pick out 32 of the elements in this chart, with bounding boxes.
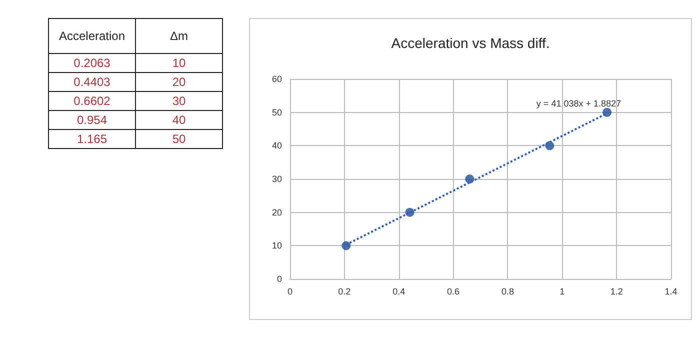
text: 1.165 <box>48 130 136 148</box>
x-tick-label: 0.8 <box>501 286 514 296</box>
text: 0.954 <box>48 110 136 130</box>
text: Acceleration <box>48 18 136 54</box>
y-tick-label: 0 <box>276 274 282 284</box>
x-tick-label: 1 <box>560 286 565 296</box>
x-tick-label: 0 <box>287 286 293 296</box>
chart-title: Acceleration vs Mass diff. <box>391 35 550 51</box>
text: 0.6602 <box>48 92 136 110</box>
point <box>342 241 351 250</box>
y-tick-label: 50 <box>272 107 282 118</box>
x-tick-label: 0.6 <box>447 286 460 296</box>
y-tick-label: 20 <box>272 207 282 218</box>
y-tick-label: 30 <box>272 174 282 184</box>
x-tick-label: 0.4 <box>392 286 406 296</box>
text: Δm <box>136 18 222 54</box>
text: 0.4403 <box>48 72 136 92</box>
text: 10 <box>136 54 222 72</box>
annotation: y = 41.038x + 1.8827 <box>536 98 622 108</box>
text: 50 <box>136 130 222 148</box>
point <box>465 174 474 184</box>
y-tick-label: 10 <box>272 240 282 251</box>
text: 0.2063 <box>48 54 136 72</box>
y-tick-label: 40 <box>272 140 282 151</box>
x-tick-label: 1.4 <box>664 286 678 296</box>
y-tick-label: 60 <box>272 74 282 84</box>
text: 30 <box>136 92 222 110</box>
point <box>602 108 612 117</box>
text: 20 <box>136 72 222 92</box>
x-tick-label: 0.2 <box>338 286 351 296</box>
x-tick-label: 1.2 <box>610 286 623 296</box>
text: 40 <box>136 110 222 130</box>
